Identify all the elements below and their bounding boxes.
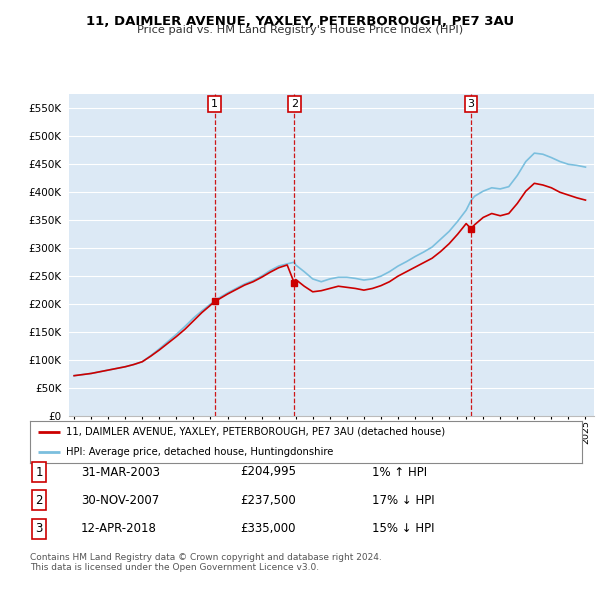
Text: 1: 1: [211, 99, 218, 109]
Text: 2: 2: [291, 99, 298, 109]
Text: 31-MAR-2003: 31-MAR-2003: [81, 466, 160, 478]
Text: Contains HM Land Registry data © Crown copyright and database right 2024.: Contains HM Land Registry data © Crown c…: [30, 553, 382, 562]
Text: Price paid vs. HM Land Registry's House Price Index (HPI): Price paid vs. HM Land Registry's House …: [137, 25, 463, 35]
Text: £335,000: £335,000: [240, 522, 296, 535]
Text: £204,995: £204,995: [240, 466, 296, 478]
Text: 12-APR-2018: 12-APR-2018: [81, 522, 157, 535]
Text: 2: 2: [35, 494, 43, 507]
Text: 3: 3: [467, 99, 475, 109]
Text: 15% ↓ HPI: 15% ↓ HPI: [372, 522, 434, 535]
Text: £237,500: £237,500: [240, 494, 296, 507]
Text: 11, DAIMLER AVENUE, YAXLEY, PETERBOROUGH, PE7 3AU: 11, DAIMLER AVENUE, YAXLEY, PETERBOROUGH…: [86, 15, 514, 28]
Text: HPI: Average price, detached house, Huntingdonshire: HPI: Average price, detached house, Hunt…: [66, 447, 333, 457]
Text: 11, DAIMLER AVENUE, YAXLEY, PETERBOROUGH, PE7 3AU (detached house): 11, DAIMLER AVENUE, YAXLEY, PETERBOROUGH…: [66, 427, 445, 437]
Text: 30-NOV-2007: 30-NOV-2007: [81, 494, 159, 507]
Text: 3: 3: [35, 522, 43, 535]
Text: This data is licensed under the Open Government Licence v3.0.: This data is licensed under the Open Gov…: [30, 563, 319, 572]
Text: 1% ↑ HPI: 1% ↑ HPI: [372, 466, 427, 478]
Text: 17% ↓ HPI: 17% ↓ HPI: [372, 494, 434, 507]
Text: 1: 1: [35, 466, 43, 478]
